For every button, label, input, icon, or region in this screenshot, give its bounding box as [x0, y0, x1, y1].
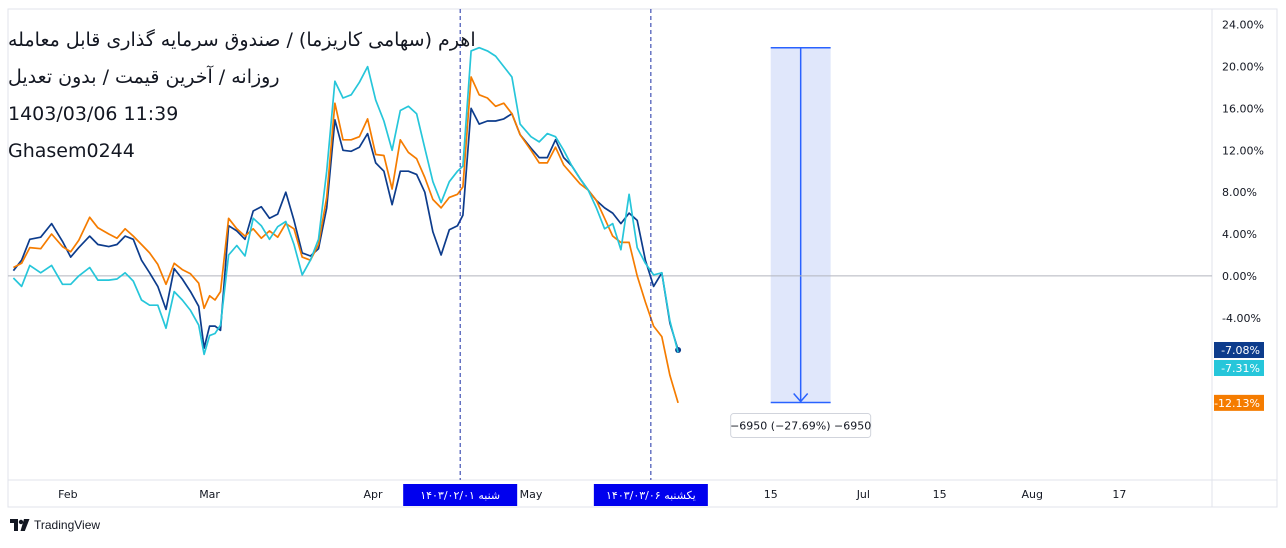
last-value-badge: [1214, 342, 1264, 359]
date-marker-label: شنبه ۱۴۰۳/۰۲/۰۱: [420, 489, 500, 502]
x-axis[interactable]: Feb Mar Apr May 15 Jul 15 Aug 17: [58, 488, 1126, 501]
legend: اهرم (سهامی کاریزما) / صندوق سرمایه گذار…: [8, 22, 478, 170]
last-value-labels: -7.08% -7.31% -12.13%: [1214, 342, 1264, 411]
chart-frame: [7, 8, 1278, 508]
y-tick-label[interactable]: 0.00%: [1222, 270, 1257, 283]
x-tick-label[interactable]: Aug: [1021, 488, 1042, 501]
date-marker-badge: [593, 484, 708, 506]
last-value-badge: [1214, 394, 1264, 411]
x-tick-label[interactable]: Jul: [856, 488, 870, 501]
range-label: −6950 (−27.69%) −6950: [730, 420, 871, 433]
series-lines[interactable]: [12, 46, 682, 404]
date-markers: شنبه ۱۴۰۳/۰۲/۰۱ یکشنبه ۱۴۰۳/۰۳/۰۶: [403, 484, 708, 506]
x-tick-label[interactable]: 15: [764, 488, 778, 501]
legend-title: اهرم (سهامی کاریزما) / صندوق سرمایه گذار…: [8, 29, 476, 51]
tradingview-brand: TradingView: [34, 518, 101, 532]
y-axis[interactable]: 24.00% 20.00% 16.00% 12.00% 8.00% 4.00% 0.00% -…: [1222, 19, 1264, 325]
y-tick-label[interactable]: 24.00%: [1222, 19, 1264, 32]
price-range-measure[interactable]: −6950 (−27.69%) −6950: [730, 46, 872, 439]
tradingview-logo-icon: [10, 519, 30, 531]
range-label-box: [730, 413, 872, 439]
x-tick-label[interactable]: Mar: [199, 488, 220, 501]
legend-author: Ghasem0244: [8, 140, 135, 162]
y-tick-label[interactable]: 8.00%: [1222, 186, 1257, 199]
legend-subtitle: روزانه / آخرین قیمت / بدون تعدیل: [8, 66, 280, 88]
last-value-label: -12.13%: [1214, 397, 1260, 410]
series-line-2[interactable]: [13, 76, 679, 404]
y-tick-label[interactable]: 16.00%: [1222, 102, 1264, 115]
last-value-badge: [1214, 360, 1264, 377]
date-marker-label: یکشنبه ۱۴۰۳/۰۳/۰۶: [606, 489, 696, 502]
y-tick-label[interactable]: 12.00%: [1222, 144, 1264, 157]
x-tick-label[interactable]: Apr: [363, 488, 383, 501]
crosshair-lines: [459, 9, 652, 480]
plot-border: [7, 8, 1278, 508]
x-tick-label[interactable]: May: [520, 488, 543, 501]
series-line-3[interactable]: [12, 46, 679, 356]
tradingview-watermark[interactable]: TradingView: [10, 518, 100, 532]
last-value-label: -7.31%: [1221, 362, 1260, 375]
x-tick-label[interactable]: 17: [1112, 488, 1126, 501]
x-tick-label[interactable]: 15: [933, 488, 947, 501]
legend-datetime: 1403/03/06 11:39: [8, 103, 179, 125]
last-value-label: -7.08%: [1221, 344, 1260, 357]
y-tick-label[interactable]: 20.00%: [1222, 61, 1264, 74]
date-marker-badge: [403, 484, 518, 506]
series-line-1[interactable]: [12, 107, 679, 351]
range-arrow-head-icon: [793, 393, 809, 403]
y-tick-label[interactable]: 4.00%: [1222, 228, 1257, 241]
y-tick-label[interactable]: -4.00%: [1222, 312, 1261, 325]
x-tick-label[interactable]: Feb: [58, 488, 77, 501]
